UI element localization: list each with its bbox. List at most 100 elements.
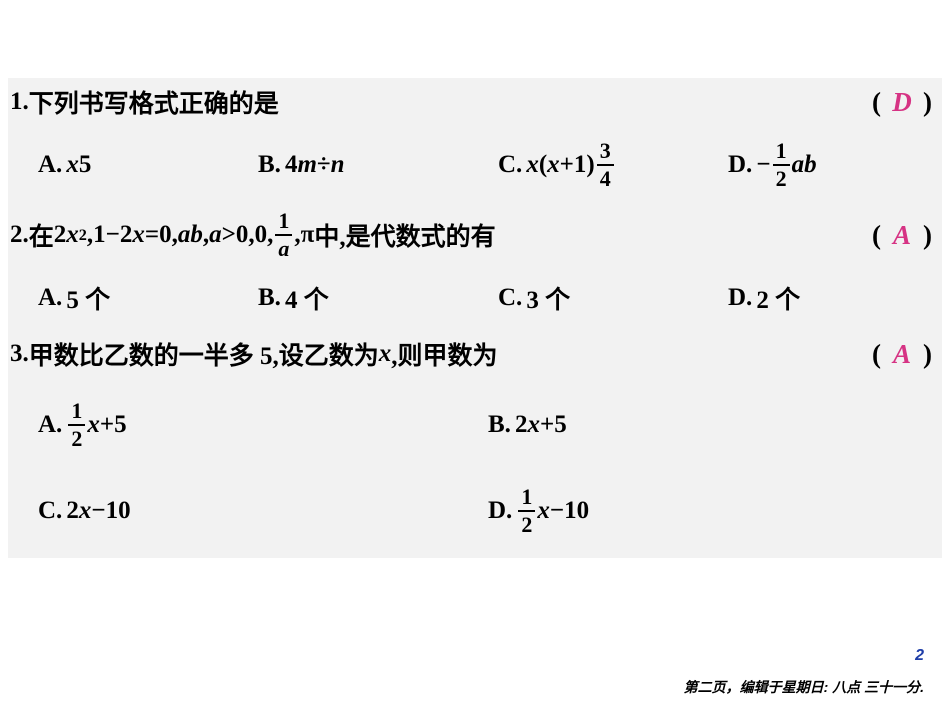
q2-opt-d: D. 2 个 (728, 280, 938, 316)
q2-m9: 0 (159, 221, 172, 249)
q1-b-4: 4 (285, 151, 298, 179)
q2-opt-b: B. 4 个 (258, 280, 498, 316)
q3-c-10: 10 (106, 497, 131, 525)
q2-af1: π (301, 221, 315, 249)
q1-c-rp: ) (586, 151, 594, 179)
question-2-stem: 2. 在 2x2,1−2x=0,ab,a>0,0, 1 a ,π 中,是代数式的… (8, 204, 942, 266)
q1-b-n: n (331, 151, 345, 179)
content-area: 1. 下列书写格式正确的是 ( D ) A. x5 B. 4m÷n C. x(x… (8, 78, 942, 558)
q2-m7: x (132, 221, 145, 249)
q1-d-frac-num: 1 (773, 140, 790, 166)
q1-c-lp: ( (539, 151, 547, 179)
q1-c-x1: x (526, 151, 539, 179)
q2-m14: > (222, 221, 236, 249)
q3-text: 3. 甲数比乙数的一半多 5,设乙数为 x ,则甲数为 (10, 336, 498, 372)
q3-options: A. 1 2 x+5 B. 2x+5 C. 2x−10 D. 1 2 (8, 378, 942, 558)
paren-right: ) (917, 220, 938, 251)
paren-right: ) (917, 87, 938, 118)
q3-number: 3. (10, 340, 29, 368)
q3-post: ,则甲数为 (391, 336, 497, 372)
q1-stem-cn: 下列书写格式正确的是 (29, 84, 279, 120)
q3-a-frac: 1 2 (68, 400, 85, 450)
q2-post: 中,是代数式的有 (314, 217, 495, 253)
q2-m17: 0 (255, 221, 268, 249)
q3-a-den: 2 (68, 426, 85, 450)
q2-c-label: C. (498, 284, 522, 312)
q3-d-frac: 1 2 (518, 486, 535, 536)
q2-m8: = (145, 221, 159, 249)
q2-answer-group: ( A ) (842, 220, 938, 251)
q3-opt-d: D. 1 2 x−10 (488, 468, 938, 554)
q1-opt-d: D. − 1 2 ab (728, 140, 938, 190)
footer-text: 第二页，编辑于星期日: 八点 三十一分. (684, 677, 924, 697)
q1-b-div: ÷ (317, 151, 331, 179)
q1-text: 1. 下列书写格式正确的是 (10, 84, 279, 120)
q2-a-label: A. (38, 284, 62, 312)
q3-opt-b: B. 2x+5 (488, 382, 938, 468)
q1-opt-a: A. x5 (38, 151, 258, 179)
q2-text: 2. 在 2x2,1−2x=0,ab,a>0,0, 1 a ,π 中,是代数式的… (10, 210, 496, 260)
q2-d-text: 2 个 (756, 280, 800, 316)
q3-a-p: + (100, 411, 114, 439)
q3-c-m: − (91, 497, 105, 525)
q3-opt-c: C. 2x−10 (38, 468, 488, 554)
q3-pre: 甲数比乙数的一半多 5,设乙数为 (29, 336, 379, 372)
q3-d-m: − (550, 497, 564, 525)
q2-m4: 1 (93, 221, 106, 249)
q3-c-x: x (79, 497, 92, 525)
q3-answer: A (887, 339, 917, 370)
q1-c-frac: 3 4 (597, 140, 614, 190)
q3-d-10: 10 (564, 497, 589, 525)
q2-m0: 2 (54, 221, 67, 249)
q1-number: 1. (10, 88, 29, 116)
q3-b-2: 2 (515, 411, 528, 439)
q3-b-label: B. (488, 411, 511, 439)
q2-m15: 0 (236, 221, 249, 249)
q2-d-label: D. (728, 284, 752, 312)
q2-c-text: 3 个 (526, 280, 570, 316)
paren-left: ( (866, 87, 887, 118)
q1-c-frac-num: 3 (597, 140, 614, 166)
q3-c-2: 2 (66, 497, 79, 525)
q1-a-label: A. (38, 151, 62, 179)
q2-m5: − (106, 221, 120, 249)
q1-c-x2: x (547, 151, 560, 179)
q3-d-den: 2 (518, 512, 535, 536)
q3-a-x: x (87, 411, 100, 439)
q2-m11: ab (178, 221, 203, 249)
q1-a-x: x (66, 151, 79, 179)
q3-c-label: C. (38, 497, 62, 525)
q1-opt-b: B. 4m÷n (258, 151, 498, 179)
q1-b-label: B. (258, 151, 281, 179)
q1-b-m: m (297, 151, 316, 179)
q2-m6: 2 (120, 221, 133, 249)
slide-page: 1. 下列书写格式正确的是 ( D ) A. x5 B. 4m÷n C. x(x… (0, 0, 950, 713)
q1-c-label: C. (498, 151, 522, 179)
q1-d-frac: 1 2 (773, 140, 790, 190)
q1-options: A. x5 B. 4m÷n C. x(x+1) 3 4 D. − 1 (8, 126, 942, 204)
paren-left: ( (866, 339, 887, 370)
q3-a-5: 5 (114, 411, 127, 439)
q1-a-5: 5 (79, 151, 92, 179)
q1-answer-group: ( D ) (842, 87, 938, 118)
q1-answer: D (887, 87, 917, 118)
q1-c-frac-den: 4 (597, 166, 614, 190)
q3-answer-group: ( A ) (842, 339, 938, 370)
page-number: 2 (915, 647, 924, 665)
q3-d-x: x (537, 497, 550, 525)
paren-right: ) (917, 339, 938, 370)
q1-c-plus: + (560, 151, 574, 179)
question-3-stem: 3. 甲数比乙数的一半多 5,设乙数为 x ,则甲数为 ( A ) (8, 330, 942, 378)
q2-m18: , (267, 221, 273, 249)
q2-frac-num: 1 (275, 210, 292, 236)
q3-var: x (379, 340, 392, 368)
q2-m13: a (209, 221, 222, 249)
q2-options: A. 5 个 B. 4 个 C. 3 个 D. 2 个 (8, 266, 942, 330)
q1-opt-c: C. x(x+1) 3 4 (498, 140, 728, 190)
q3-b-5: 5 (554, 411, 567, 439)
q3-opt-a: A. 1 2 x+5 (38, 382, 488, 468)
q2-answer: A (887, 220, 917, 251)
q3-a-label: A. (38, 411, 62, 439)
q2-frac-den: a (275, 236, 292, 260)
q2-opt-a: A. 5 个 (38, 280, 258, 316)
